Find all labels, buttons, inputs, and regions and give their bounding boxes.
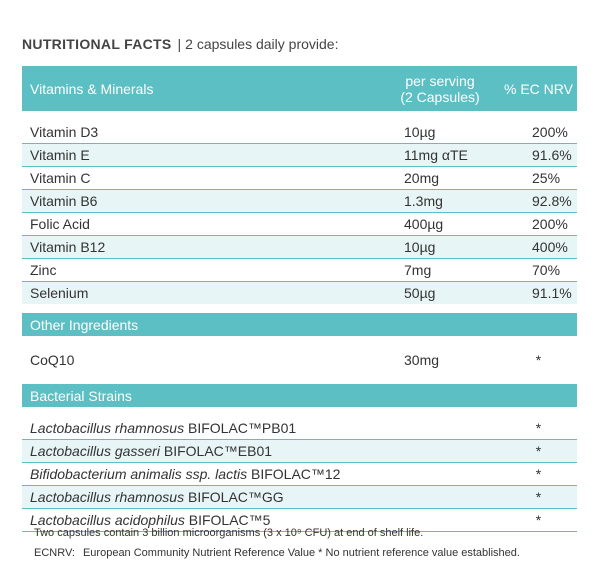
nutrient-amount: 10µg [404, 123, 436, 140]
nutrient-amount: 20mg [404, 170, 440, 186]
ingredient-name: CoQ10 [30, 352, 75, 368]
table-row: Vitamin C 20mg 25% [22, 166, 577, 189]
strain-name: Bifidobacterium animalis ssp. lactis BIF… [22, 466, 380, 482]
title-separator: | [177, 36, 182, 52]
strain-code: BIFOLAC™PB01 [187, 419, 297, 436]
title-bold: NUTRITIONAL FACTS [22, 36, 172, 52]
nutrient-amount: 400µg [404, 216, 444, 232]
strain-code: BIFOLAC™GG [187, 489, 284, 505]
nutrient-name: Selenium [30, 285, 89, 301]
strain-name: Lactobacillus rhamnosus BIFOLAC™PB01 [22, 420, 380, 436]
strain-code: BIFOLAC™5 [188, 512, 271, 528]
header-serving-line2: (2 Capsules) [400, 88, 480, 105]
footnote-cfu: Two capsules contain 3 billion microorga… [34, 527, 424, 539]
table-row: Vitamin D3 10µg 200% [22, 120, 577, 143]
strain-species: Lactobacillus gasseri [30, 443, 160, 459]
section-bacterial-strains: Bacterial Strains [22, 384, 577, 407]
spacer [22, 407, 577, 416]
nutrient-amount: 1.3mg [404, 193, 443, 209]
nutrient-nrv: 70% [532, 262, 561, 278]
section-other-ingredients: Other Ingredients [22, 313, 577, 336]
table-row: Folic Acid 400µg 200% [22, 212, 577, 235]
nutrient-nrv: 92.8% [532, 193, 572, 209]
nutrient-amount: 50µg [404, 285, 436, 301]
table-row: Vitamin B12 10µg 400% [22, 235, 577, 258]
table-header: Vitamins & Minerals per serving (2 Capsu… [22, 66, 577, 111]
nutrient-nrv: 91.6% [532, 147, 572, 163]
strain-name: Lactobacillus rhamnosus BIFOLAC™GG [22, 489, 380, 505]
spacer [22, 304, 577, 313]
header-nrv: % EC NRV [504, 80, 573, 97]
nutrition-table: Vitamins & Minerals per serving (2 Capsu… [22, 66, 577, 532]
nutrient-nrv: 25% [532, 170, 561, 186]
nutrient-name: Folic Acid [30, 216, 90, 232]
table-row: Lactobacillus gasseri BIFOLAC™EB01 * [22, 439, 577, 462]
nutrient-name: Zinc [30, 262, 57, 278]
strain-nrv: * [535, 512, 542, 528]
nutrient-amount: 11mg αTE [404, 147, 468, 163]
nutrient-nrv: 200% [532, 123, 568, 140]
strain-name: Lactobacillus acidophilus BIFOLAC™5 [22, 512, 380, 528]
header-serving: per serving (2 Capsules) [380, 73, 500, 105]
table-row: Vitamin B6 1.3mg 92.8% [22, 189, 577, 212]
nutrient-nrv: 400% [532, 239, 568, 255]
table-row: Lactobacillus rhamnosus BIFOLAC™PB01 * [22, 416, 577, 439]
strain-nrv: * [535, 419, 542, 436]
nutrient-name: Vitamin B6 [30, 193, 98, 209]
spacer [22, 336, 577, 345]
footnote-ecnrv: ECNRV: European Community Nutrient Refere… [34, 547, 520, 559]
strain-species: Bifidobacterium animalis ssp. lactis [30, 466, 248, 482]
strain-nrv: * [535, 489, 542, 505]
ingredient-amount: 30mg [404, 352, 440, 368]
strain-name: Lactobacillus gasseri BIFOLAC™EB01 [22, 443, 380, 459]
strain-nrv: * [535, 466, 542, 482]
header-name: Vitamins & Minerals [30, 80, 154, 97]
header-serving-line1: per serving [405, 72, 475, 89]
nutrient-name: Vitamin D3 [30, 123, 99, 140]
spacer [22, 375, 577, 384]
strain-species: Lactobacillus rhamnosus [30, 489, 185, 505]
table-row: Zinc 7mg 70% [22, 258, 577, 281]
footnote-label: ECNRV: [34, 547, 75, 559]
table-row: Bifidobacterium animalis ssp. lactis BIF… [22, 462, 577, 485]
table-row: Lactobacillus rhamnosus BIFOLAC™GG * [22, 485, 577, 508]
table-row: Selenium 50µg 91.1% [22, 281, 577, 304]
table-row: CoQ10 30mg * [22, 345, 577, 375]
title-rest: 2 capsules daily provide: [185, 36, 339, 52]
strain-code: BIFOLAC™EB01 [163, 443, 273, 459]
nutrient-name: Vitamin B12 [30, 239, 106, 255]
strain-species: Lactobacillus rhamnosus [30, 419, 185, 436]
spacer [22, 111, 577, 120]
nutrient-nrv: 91.1% [532, 285, 572, 301]
ingredient-nrv: * [535, 352, 542, 368]
footnote-text: European Community Nutrient Reference Va… [82, 547, 520, 559]
strain-code: BIFOLAC™12 [250, 466, 341, 482]
strain-species: Lactobacillus acidophilus [30, 512, 185, 528]
strain-nrv: * [535, 443, 542, 459]
page-title: NUTRITIONAL FACTS | 2 capsules daily provi… [22, 36, 338, 52]
nutrient-name: Vitamin E [30, 147, 90, 163]
nutrient-name: Vitamin C [30, 170, 91, 186]
table-row: Vitamin E 11mg αTE 91.6% [22, 143, 577, 166]
nutrient-amount: 10µg [404, 239, 436, 255]
nutrient-nrv: 200% [532, 216, 568, 232]
table-row: Lactobacillus acidophilus BIFOLAC™5 * [22, 508, 577, 531]
nutrient-amount: 7mg [404, 262, 432, 278]
